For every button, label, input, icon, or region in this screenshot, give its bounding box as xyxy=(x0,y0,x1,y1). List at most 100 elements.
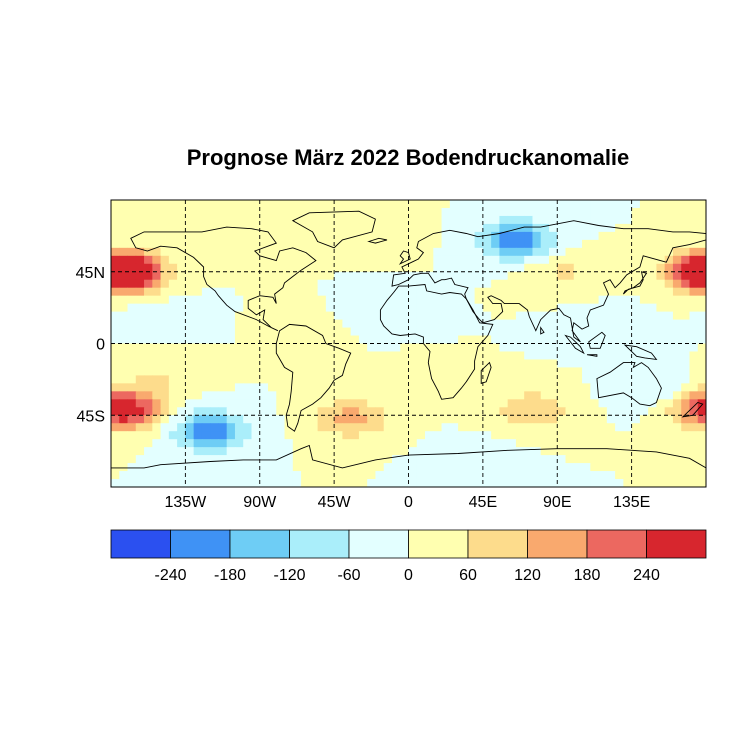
heatmap-cell xyxy=(697,303,707,313)
heatmap-cell xyxy=(135,439,145,448)
heatmap-cell xyxy=(152,319,161,328)
heatmap-cell xyxy=(557,319,566,328)
heatmap-cell xyxy=(697,351,707,360)
heatmap-cell xyxy=(606,351,616,360)
heatmap-cell xyxy=(152,415,161,424)
heatmap-cell xyxy=(325,463,335,472)
heatmap-cell xyxy=(565,399,575,408)
heatmap-cell xyxy=(400,231,409,241)
heatmap-cell xyxy=(507,439,517,448)
heatmap-cell xyxy=(284,439,294,448)
heatmap-cell xyxy=(507,231,517,241)
heatmap-cell xyxy=(160,431,170,440)
heatmap-cell xyxy=(441,231,451,241)
heatmap-cell xyxy=(292,247,302,257)
heatmap-cell xyxy=(301,343,310,352)
heatmap-cell xyxy=(664,200,674,209)
heatmap-cell xyxy=(334,247,343,257)
heatmap-cell xyxy=(631,431,641,440)
heatmap-cell xyxy=(664,279,674,289)
heatmap-cell xyxy=(623,279,633,289)
heatmap-cell xyxy=(524,415,533,424)
x-tick-label: 135W xyxy=(164,494,207,511)
heatmap-cell xyxy=(309,239,318,249)
heatmap-cell xyxy=(565,383,575,392)
heatmap-cell xyxy=(524,423,533,432)
heatmap-cell xyxy=(334,471,343,480)
heatmap-cell xyxy=(582,479,591,488)
heatmap-cell xyxy=(491,207,500,217)
heatmap-cell xyxy=(548,287,558,297)
heatmap-cell xyxy=(111,295,120,305)
heatmap-cell xyxy=(689,415,699,424)
heatmap-cell xyxy=(375,327,385,336)
heatmap-cell xyxy=(342,215,352,225)
heatmap-cell xyxy=(491,279,500,289)
heatmap-cell xyxy=(540,423,550,432)
coastline xyxy=(130,226,317,332)
heatmap-cell xyxy=(234,247,244,257)
heatmap-cell xyxy=(590,279,599,289)
heatmap-cell xyxy=(268,287,277,297)
heatmap-cell xyxy=(144,383,153,392)
heatmap-cell xyxy=(358,215,368,225)
heatmap-cell xyxy=(672,311,682,320)
heatmap-cell xyxy=(623,351,633,360)
heatmap-cell xyxy=(648,247,657,257)
heatmap-cell xyxy=(325,231,335,241)
heatmap-cell xyxy=(234,295,244,305)
heatmap-cell xyxy=(433,463,442,472)
heatmap-cell xyxy=(144,335,153,344)
heatmap-cell xyxy=(276,207,285,217)
heatmap-cell xyxy=(201,223,211,233)
heatmap-cell xyxy=(193,319,203,328)
heatmap-cell xyxy=(119,471,128,480)
heatmap-cell xyxy=(557,423,566,432)
heatmap-cell xyxy=(160,423,170,432)
heatmap-cell xyxy=(598,399,608,408)
heatmap-cell xyxy=(119,447,128,456)
heatmap-cell xyxy=(160,479,170,488)
coastline xyxy=(367,237,388,244)
heatmap-cell xyxy=(672,319,682,328)
heatmap-cell xyxy=(631,471,641,480)
heatmap-cell xyxy=(160,447,170,456)
heatmap-cell xyxy=(515,279,525,289)
heatmap-cell xyxy=(672,207,682,217)
heatmap-cell xyxy=(615,479,624,488)
heatmap-cell xyxy=(292,407,302,416)
heatmap-cell xyxy=(111,383,120,392)
heatmap-cell xyxy=(218,375,228,384)
heatmap-cell xyxy=(458,200,467,209)
heatmap-cell xyxy=(226,367,236,376)
heatmap-cell xyxy=(689,399,699,408)
heatmap-cell xyxy=(226,375,236,384)
heatmap-cell xyxy=(317,231,327,241)
heatmap-cell xyxy=(358,295,368,305)
heatmap-cell xyxy=(499,303,509,313)
heatmap-cell xyxy=(358,447,368,456)
heatmap-cell xyxy=(177,255,186,265)
heatmap-cell xyxy=(532,255,542,265)
heatmap-cell xyxy=(317,407,327,416)
heatmap-cell xyxy=(416,319,426,328)
heatmap-cell xyxy=(301,287,310,297)
heatmap-cell xyxy=(416,311,426,320)
heatmap-cell xyxy=(144,287,153,297)
heatmap-cell xyxy=(458,231,467,241)
heatmap-cell xyxy=(391,415,401,424)
heatmap-cell xyxy=(301,471,310,480)
heatmap-cell xyxy=(160,303,170,313)
heatmap-cell xyxy=(615,391,624,400)
heatmap-cell xyxy=(565,239,575,249)
heatmap-cell xyxy=(218,359,228,368)
heatmap-cell xyxy=(292,327,302,336)
heatmap-cell xyxy=(358,367,368,376)
heatmap-cell xyxy=(458,359,467,368)
heatmap-cell xyxy=(177,431,186,440)
heatmap-cell xyxy=(268,295,277,305)
heatmap-cell xyxy=(127,279,137,289)
heatmap-cell xyxy=(590,335,599,344)
heatmap-cell xyxy=(160,271,170,281)
heatmap-cell xyxy=(573,343,583,352)
